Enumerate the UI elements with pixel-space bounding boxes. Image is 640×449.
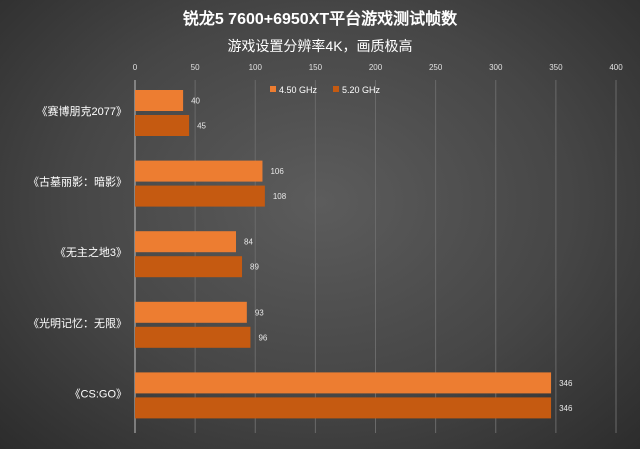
data-label: 89 <box>250 263 259 272</box>
x-tick-label: 100 <box>249 63 263 72</box>
bar <box>135 185 265 207</box>
bar <box>135 301 247 323</box>
x-tick-label: 300 <box>489 63 503 72</box>
x-tick-label: 0 <box>133 63 138 72</box>
data-label: 108 <box>273 192 287 201</box>
bar <box>135 160 263 182</box>
category-label: 《CS:GO》 <box>70 387 127 400</box>
bar <box>135 372 552 394</box>
bar <box>135 90 184 111</box>
category-label: 《无主之地3》 <box>55 245 127 259</box>
data-label: 346 <box>559 404 573 413</box>
x-tick-label: 350 <box>549 63 563 72</box>
bar <box>135 115 190 136</box>
data-label: 346 <box>559 379 573 388</box>
data-label: 93 <box>255 308 264 317</box>
x-tick-label: 200 <box>369 63 383 72</box>
bar <box>135 256 243 278</box>
chart-title: 锐龙5 7600+6950XT平台游戏测试帧数 <box>183 9 458 28</box>
data-label: 45 <box>197 122 206 131</box>
category-label: 《光明记忆：无限》 <box>28 316 127 330</box>
legend-label: 4.50 GHz <box>279 85 318 95</box>
legend-swatch <box>270 86 276 92</box>
legend-label: 5.20 GHz <box>342 85 381 95</box>
data-label: 84 <box>244 238 253 247</box>
category-label: 《古墓丽影：暗影》 <box>28 175 127 189</box>
bar <box>135 326 251 348</box>
data-label: 106 <box>270 167 284 176</box>
x-tick-label: 150 <box>309 63 323 72</box>
legend-swatch <box>333 86 339 92</box>
bar <box>135 397 552 419</box>
x-tick-label: 50 <box>191 63 200 72</box>
category-label: 《赛博朋克2077》 <box>37 104 127 118</box>
x-tick-label: 250 <box>429 63 443 72</box>
data-label: 40 <box>191 97 200 106</box>
x-tick-label: 400 <box>609 63 623 72</box>
chart-subtitle: 游戏设置分辨率4K，画质极高 <box>227 38 412 54</box>
data-label: 96 <box>258 333 267 342</box>
bar <box>135 231 237 253</box>
